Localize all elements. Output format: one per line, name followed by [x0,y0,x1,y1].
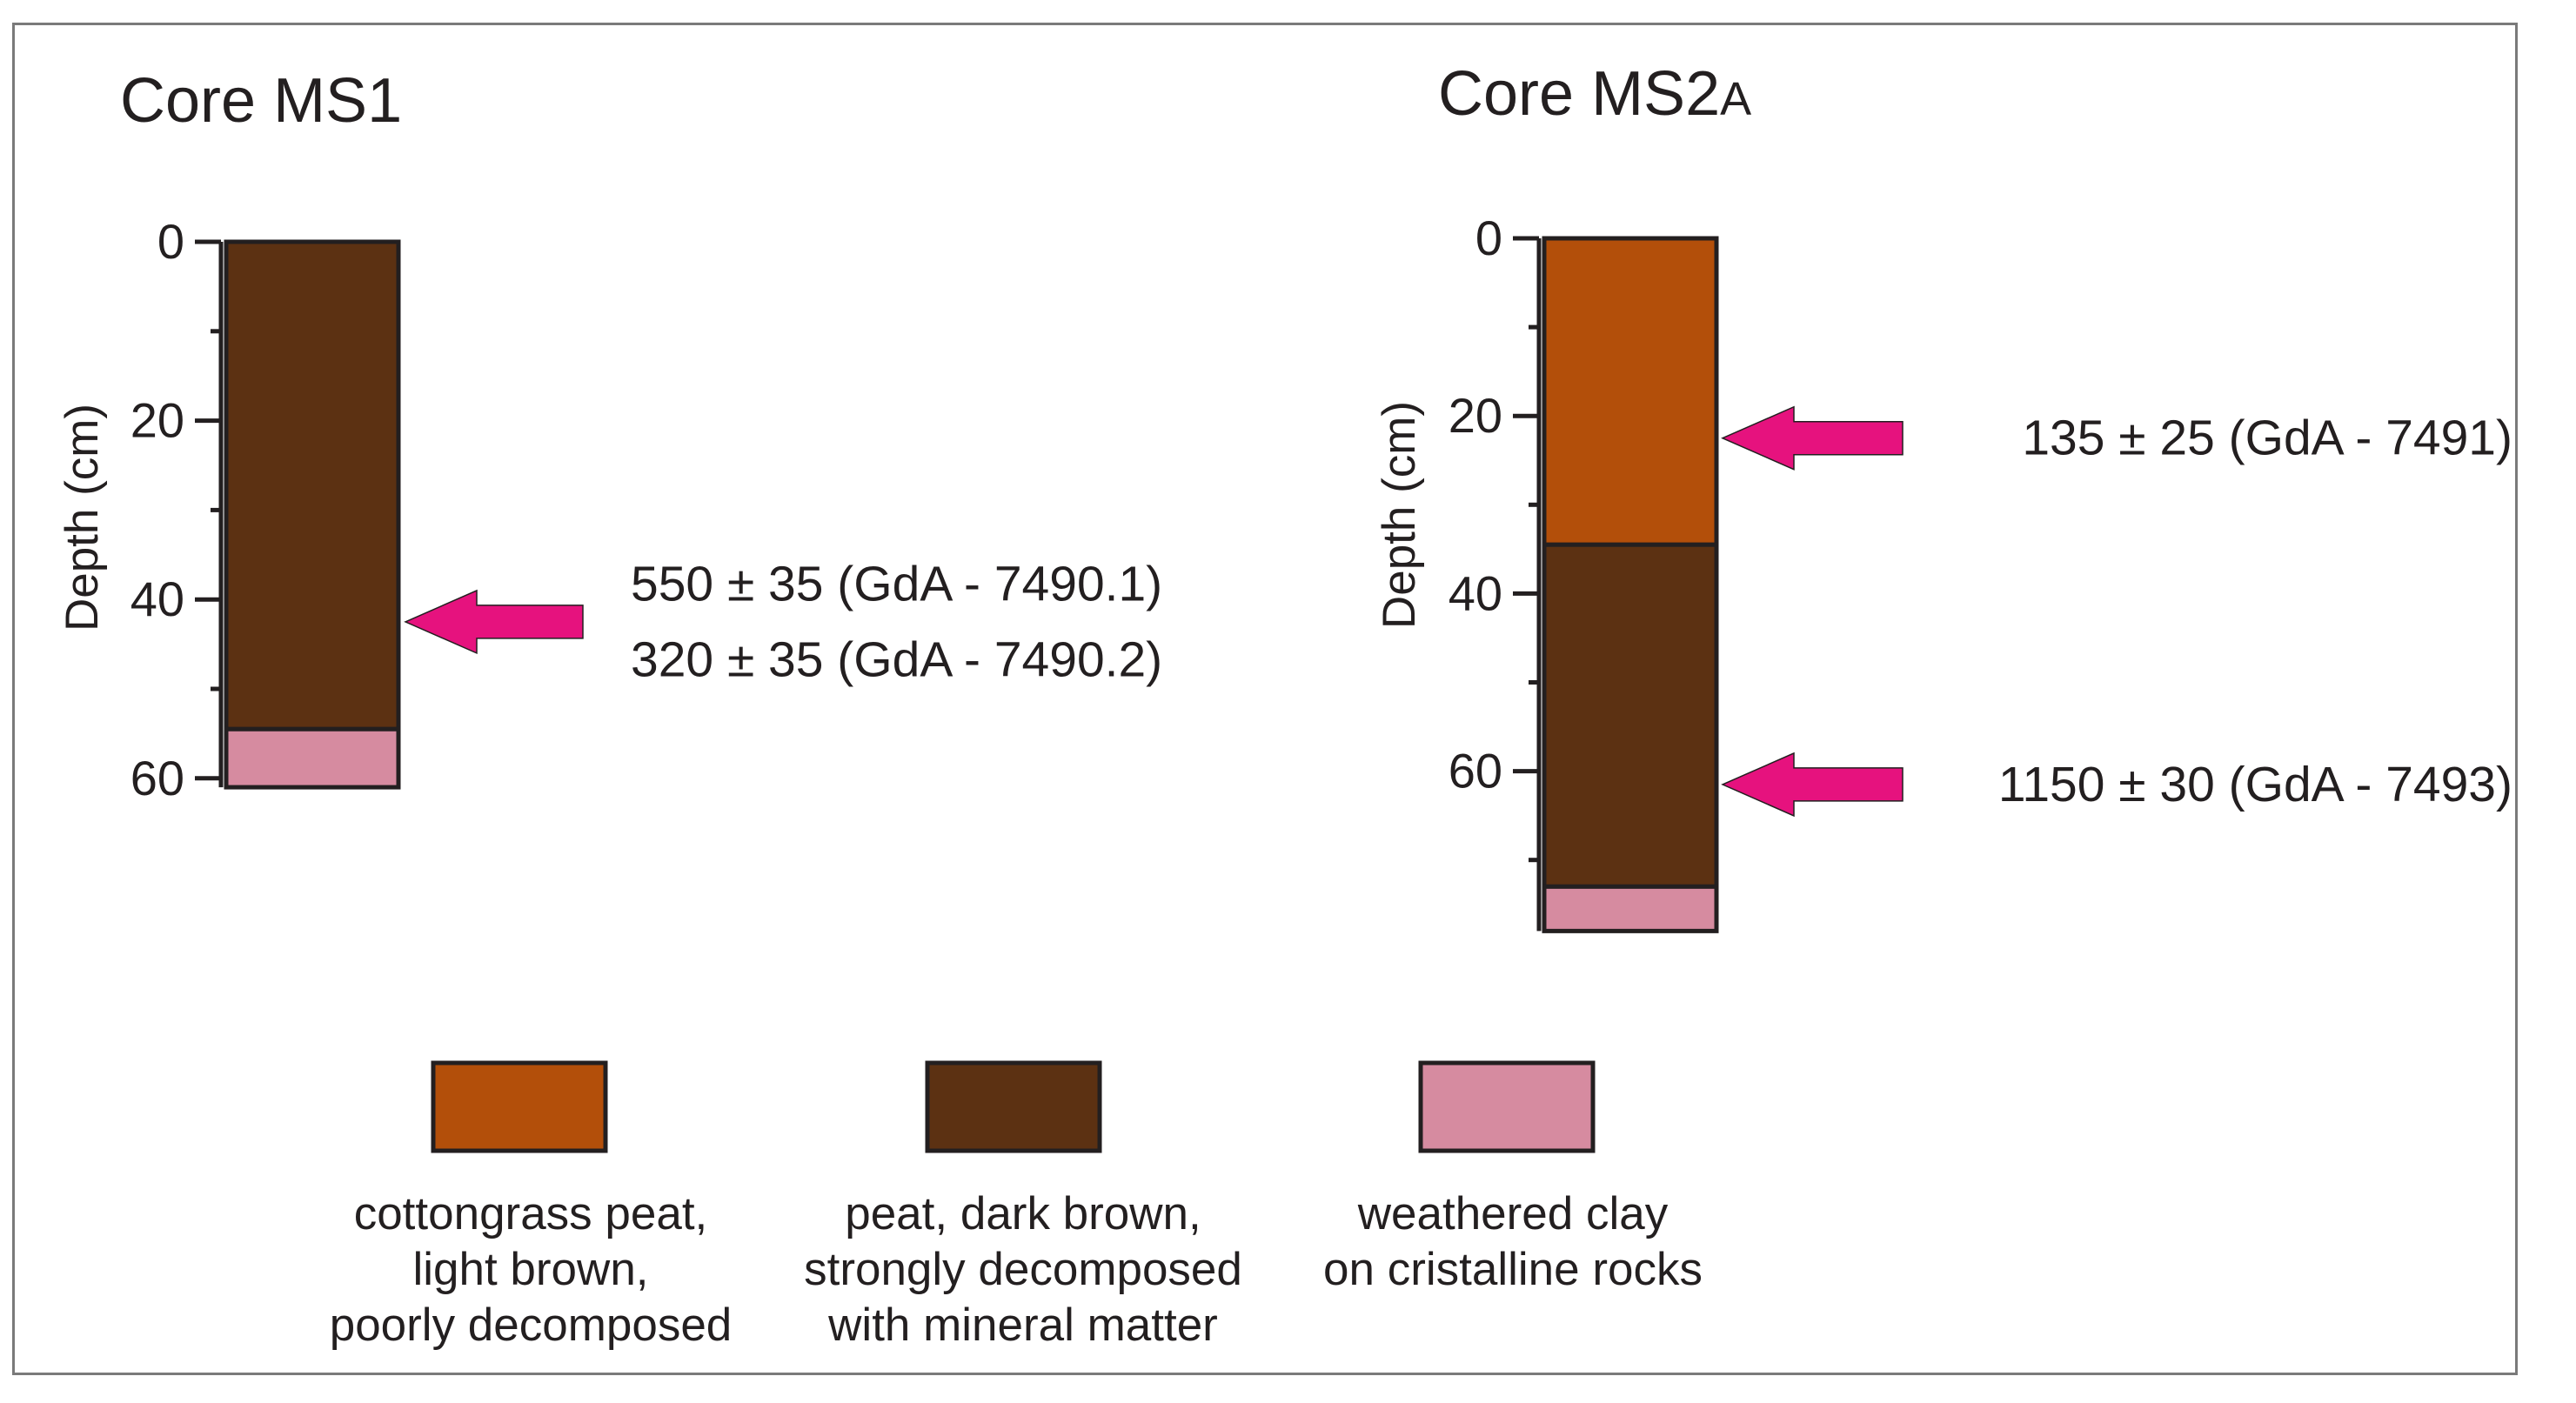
core-ms2a: Core MS2A Depth (cm) 0 20 40 60 135 ± 25 (G… [1374,59,2512,933]
axis-tick-label: 40 [130,571,184,626]
core-ms1: Core MS1 Depth (cm) 0 20 40 60 550 ± 35 (Gd… [57,66,1162,805]
legend-swatch-cottongrass [431,1060,608,1153]
date-arrow [1721,752,1904,818]
legend-caption-line: cottongrass peat, [353,1188,708,1239]
axis-tick-label: 20 [130,393,184,448]
core-ms2a-axis: 0 20 40 60 [1449,210,1542,932]
core-ms2a-dates: 135 ± 25 (GdA - 7491) 1150 ± 30 (GdA - 74… [1721,405,2512,818]
legend-caption-line: poorly decomposed [329,1299,733,1351]
layer-clay [224,726,401,790]
layer-peat-dark [224,239,401,732]
core-ms1-title: Core MS1 [120,66,402,136]
date-arrow [404,589,584,655]
date-label: 550 ± 35 (GdA - 7490.1) [631,556,1162,611]
legend-swatch-peat-dark [925,1060,1102,1153]
figure-frame [12,23,2518,1375]
legend-caption-line: weathered clay [1357,1188,1669,1239]
core-ms2a-title: Core MS2A [1438,59,1751,129]
core-ms1-dates: 550 ± 35 (GdA - 7490.1) 320 ± 35 (GdA - 7… [404,556,1162,687]
core-ms1-axis-label: Depth (cm) [57,404,108,631]
core-ms2a-column [1542,236,1719,933]
axis-tick-label: 20 [1449,388,1502,443]
date-arrow [1721,405,1904,471]
core-ms1-column [224,239,401,790]
legend-swatches [431,1060,1596,1153]
legend-caption-line: on cristalline rocks [1323,1244,1703,1295]
core-ms2a-title-main: Core MS2 [1438,59,1720,129]
axis-tick-label: 60 [130,751,184,805]
legend-caption-line: light brown, [412,1244,649,1295]
core-ms1-axis: 0 20 40 60 [130,214,224,805]
layer-clay [1542,884,1719,933]
legend-caption-peat-dark: peat, dark brown, strongly decomposed wi… [779,1186,1267,1353]
core-ms2a-axis-label: Depth (cm) [1374,401,1425,629]
date-label: 320 ± 35 (GdA - 7490.2) [631,631,1162,687]
legend-caption-line: with mineral matter [828,1299,1218,1351]
legend-caption-line: peat, dark brown, [845,1188,1201,1239]
axis-tick-label: 0 [157,214,184,269]
axis-tick-label: 40 [1449,565,1502,620]
core-ms2a-title-suffix: A [1720,73,1751,125]
date-label: 1150 ± 30 (GdA - 7493) [1998,757,2512,812]
legend-caption-line: strongly decomposed [804,1244,1242,1295]
legend-swatch-clay [1418,1060,1596,1153]
layer-cottongrass [1542,236,1719,547]
axis-tick-label: 60 [1449,744,1502,798]
axis-tick-label: 0 [1475,210,1502,265]
layer-peat-dark [1542,542,1719,889]
date-label: 135 ± 25 (GdA - 7491) [2022,411,2512,466]
legend-caption-cottongrass: cottongrass peat, light brown, poorly de… [287,1186,774,1353]
legend-caption-clay: weathered clay on cristalline rocks [1269,1186,1756,1298]
